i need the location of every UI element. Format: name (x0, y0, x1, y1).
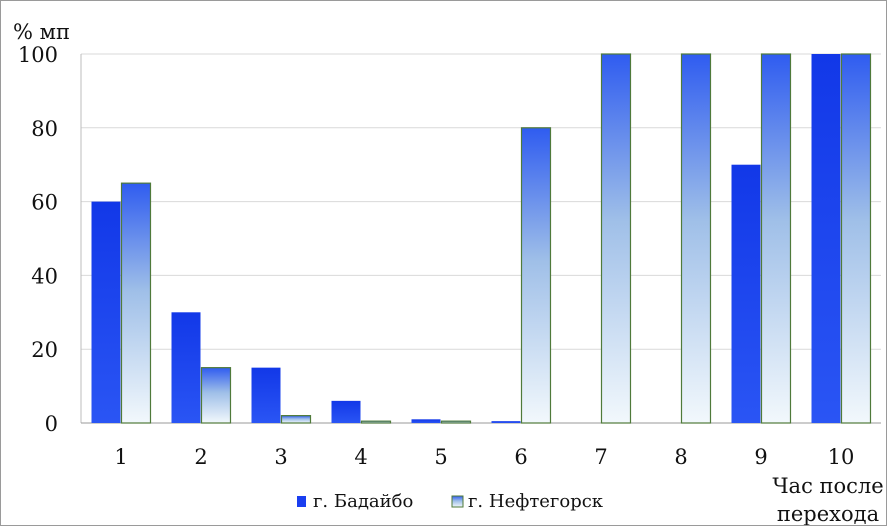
y-tick-label: 80 (31, 117, 58, 141)
legend-label-badaibo: г. Бадайбо (313, 491, 413, 512)
bar-badaibo (491, 421, 521, 423)
bar-neftegorsk (360, 420, 392, 424)
bar-badaibo (811, 54, 841, 423)
bar-neftegorsk (120, 182, 152, 424)
bar-badaibo (171, 312, 201, 423)
y-tick-label: 100 (18, 43, 58, 67)
x-axis-label-line-1: Час после (772, 474, 883, 498)
x-tick-label: 9 (754, 445, 767, 469)
x-tick-label: 1 (114, 445, 127, 469)
bar-neftegorsk (200, 367, 232, 424)
legend-swatch-neftegorsk (451, 495, 464, 508)
x-tick-label: 4 (354, 445, 367, 469)
x-tick-label: 7 (594, 445, 607, 469)
bar-neftegorsk (760, 53, 792, 424)
x-axis-label: Час после перехода (772, 474, 883, 526)
y-tick-label: 20 (31, 338, 58, 362)
bar-neftegorsk (600, 53, 632, 424)
y-tick-label: 60 (31, 191, 58, 215)
bar-neftegorsk (680, 53, 712, 424)
bar-badaibo (411, 419, 441, 423)
legend: г. Бадайбо г. Нефтегорск (297, 491, 604, 512)
bar-badaibo (251, 367, 281, 423)
bar-badaibo (731, 164, 761, 423)
y-axis-label: % мп (13, 20, 70, 44)
y-tick-label: 40 (31, 264, 58, 288)
bar-badaibo (91, 201, 121, 423)
x-tick-label: 2 (194, 445, 207, 469)
bars (91, 53, 872, 424)
x-tick-label: 3 (274, 445, 287, 469)
bar-neftegorsk (840, 53, 872, 424)
x-axis-label-line-2: перехода (777, 502, 879, 526)
x-tick-label: 10 (828, 445, 855, 469)
bar-neftegorsk (520, 127, 552, 424)
bar-neftegorsk (280, 415, 312, 424)
x-tick-label: 8 (674, 445, 687, 469)
x-tick-labels: 1 2 3 4 5 6 7 8 9 10 (114, 445, 854, 469)
x-tick-label: 6 (514, 445, 527, 469)
x-tick-label: 5 (434, 445, 447, 469)
y-tick-labels: 0 20 40 60 80 100 (18, 43, 58, 436)
y-tick-label: 0 (45, 412, 58, 436)
legend-label-neftegorsk: г. Нефтегорск (468, 491, 604, 512)
bar-badaibo (331, 400, 361, 423)
legend-swatch-badaibo (297, 496, 306, 507)
bar-neftegorsk (440, 420, 472, 424)
